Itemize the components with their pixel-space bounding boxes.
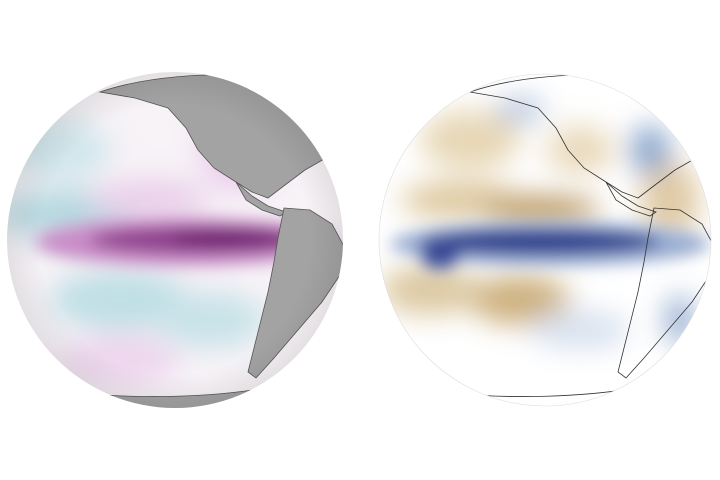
right-globe bbox=[379, 74, 711, 406]
left-globe bbox=[7, 72, 343, 408]
